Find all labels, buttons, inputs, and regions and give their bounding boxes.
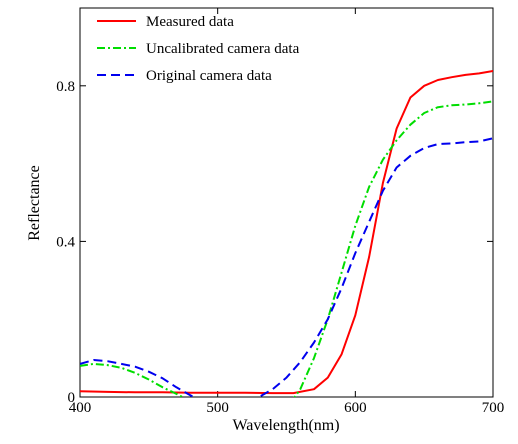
x-tick-label: 700	[482, 400, 505, 416]
legend-label: Measured data	[146, 14, 234, 30]
x-tick-label: 500	[206, 400, 229, 416]
plot-frame	[79, 7, 494, 398]
series-line-original-camera-data	[80, 137, 493, 397]
legend-label: Original camera data	[146, 68, 272, 84]
legend-label: Uncalibrated camera data	[146, 41, 300, 57]
y-tick-label: 0.4	[56, 234, 75, 250]
x-axis-label: Wavelength(nm)	[232, 417, 339, 434]
x-tick-label: 600	[344, 400, 367, 416]
series-line-uncalibrated-camera-data	[80, 100, 493, 397]
axis-ticks: 400 500 600 700 0 0.4 0.8	[56, 8, 504, 416]
y-tick-label: 0.8	[56, 79, 75, 95]
series-line-measured-data	[80, 70, 493, 395]
series-layer	[80, 70, 493, 397]
legend: Measured data Uncalibrated camera data Ori…	[97, 14, 300, 84]
x-tick-label: 400	[69, 400, 92, 416]
y-tick-label: 0	[68, 390, 76, 406]
y-axis-label: Reflectance	[26, 165, 43, 241]
